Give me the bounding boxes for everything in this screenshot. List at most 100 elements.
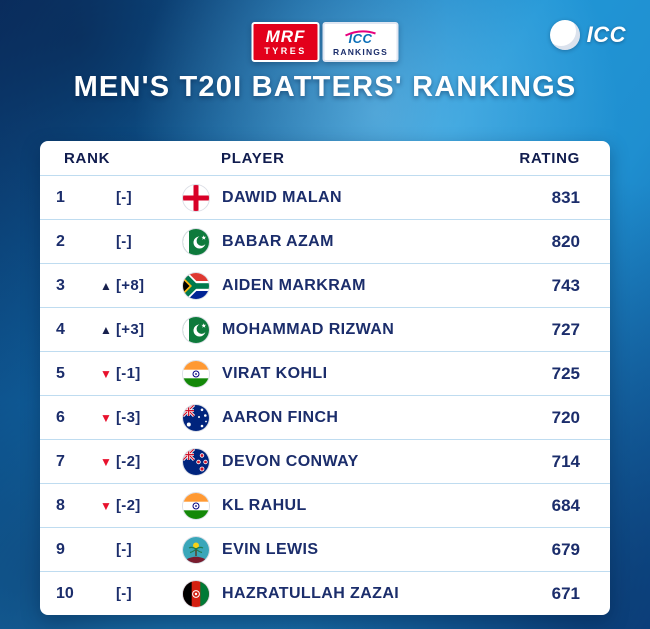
rating-value: 679 [551, 539, 580, 559]
movement-delta: [-] [116, 541, 132, 558]
icc-logo: ICC [549, 20, 626, 50]
movement-delta: [-3] [116, 409, 141, 426]
player-name: AARON FINCH [222, 408, 339, 426]
movement-arrow-icon: ▲ [100, 322, 112, 337]
header-col-rank: RANK [40, 150, 183, 167]
table-row: 9 [-] EVIN LEWIS 679 [40, 527, 610, 571]
rating-value: 743 [551, 275, 580, 295]
player-column-label: PLAYER [221, 149, 285, 167]
rating-cell: 720 [514, 408, 610, 428]
table-row: 3 ▲ [+8] AIDEN MARKRAM 743 [40, 263, 610, 307]
rank-cell: 6 ▼ [-3] [40, 409, 183, 427]
rank-value: 7 [56, 452, 65, 470]
player-cell: AIDEN MARKRAM [183, 272, 514, 299]
movement-delta: [+3] [116, 321, 145, 338]
player-name: HAZRATULLAH ZAZAI [222, 584, 400, 602]
rating-value: 820 [551, 231, 580, 251]
player-cell: EVIN LEWIS [183, 536, 514, 563]
movement-delta: [+8] [116, 277, 145, 294]
icc-logo-text: ICC [586, 22, 626, 47]
icc-ball-icon [549, 20, 580, 50]
movement-arrow-icon: ▲ [100, 278, 112, 293]
rank-value: 2 [56, 232, 65, 250]
rank-value: 9 [56, 540, 65, 558]
rank-cell: 7 ▼ [-2] [40, 453, 183, 471]
icc-rankings-logo: ICC RANKINGS [322, 22, 399, 62]
flag-india-icon [183, 360, 209, 387]
player-cell: KL RAHUL [183, 492, 514, 519]
rank-cell: 9 [-] [40, 541, 183, 559]
rating-value: 725 [551, 363, 580, 383]
table-row: 8 ▼ [-2] KL RAHUL 684 [40, 483, 610, 527]
rating-cell: 727 [514, 320, 610, 340]
player-cell: VIRAT KOHLI [183, 360, 514, 387]
rating-cell: 820 [514, 232, 610, 252]
player-name: DAWID MALAN [222, 188, 342, 206]
rank-value: 10 [56, 584, 74, 602]
mrf-logo-text: MRF [265, 27, 306, 46]
flag-india-icon [183, 492, 209, 519]
mrf-tyres-text: TYRES [264, 46, 307, 56]
rank-value: 1 [56, 188, 65, 206]
rating-cell: 831 [514, 188, 610, 208]
flag-new-zealand-icon [183, 448, 209, 475]
player-name: VIRAT KOHLI [222, 364, 328, 382]
rating-cell: 679 [514, 540, 610, 560]
player-cell: MOHAMMAD RIZWAN [183, 316, 514, 343]
player-name: AIDEN MARKRAM [222, 276, 366, 294]
flag-west-indies-icon [183, 536, 209, 563]
movement-delta: [-] [116, 233, 132, 250]
rank-value: 4 [56, 320, 65, 338]
rank-value: 5 [56, 364, 65, 382]
flag-south-africa-icon [183, 272, 209, 299]
flag-pakistan-icon [183, 228, 209, 255]
table-row: 2 [-] BABAR AZAM 820 [40, 219, 610, 263]
page-title: MEN'S T20I BATTERS' RANKINGS [73, 71, 577, 103]
rating-value: 720 [551, 407, 580, 427]
rank-column-label: RANK [64, 149, 111, 167]
player-cell: DAWID MALAN [183, 184, 514, 211]
rank-cell: 1 [-] [40, 189, 183, 207]
movement-delta: [-] [116, 585, 132, 602]
table-header: RANK PLAYER RATING [40, 141, 610, 176]
mrf-tyres-logo: MRF TYRES [251, 22, 320, 62]
movement-arrow-icon: ▼ [100, 410, 112, 425]
movement-delta: [-2] [116, 497, 141, 514]
flag-england-icon [183, 184, 209, 211]
flag-australia-icon [183, 404, 209, 431]
player-name: KL RAHUL [222, 496, 307, 514]
rating-value: 727 [551, 319, 580, 339]
rankings-table: RANK PLAYER RATING 1 [-] DAWID MALAN 831 [40, 141, 610, 615]
sponsor-badges: MRF TYRES ICC RANKINGS [251, 22, 399, 62]
icc-rankings-word: RANKINGS [333, 46, 388, 57]
table-row: 1 [-] DAWID MALAN 831 [40, 176, 610, 219]
rating-value: 671 [551, 583, 580, 603]
rank-value: 8 [56, 496, 65, 514]
player-name: EVIN LEWIS [222, 540, 319, 558]
player-name: MOHAMMAD RIZWAN [222, 320, 395, 338]
movement-arrow-icon: ▼ [100, 366, 112, 381]
rankings-rows: 1 [-] DAWID MALAN 831 2 [-] BABAR AZAM [40, 176, 610, 615]
rank-cell: 5 ▼ [-1] [40, 365, 183, 383]
player-name: DEVON CONWAY [222, 452, 359, 470]
movement-arrow-icon: ▼ [100, 498, 112, 513]
player-cell: AARON FINCH [183, 404, 514, 431]
rank-cell: 2 [-] [40, 233, 183, 251]
table-row: 10 [-] HAZRATULLAH ZAZAI 671 [40, 571, 610, 615]
rank-cell: 4 ▲ [+3] [40, 321, 183, 339]
movement-delta: [-] [116, 189, 132, 206]
rank-value: 6 [56, 408, 65, 426]
icc-swoosh-icon [345, 30, 376, 37]
table-row: 4 ▲ [+3] MOHAMMAD RIZWAN 727 [40, 307, 610, 351]
table-row: 6 ▼ [-3] AARON FINCH 720 [40, 395, 610, 439]
table-row: 7 ▼ [-2] DEVON CONWAY 714 [40, 439, 610, 483]
player-cell: DEVON CONWAY [183, 448, 514, 475]
movement-arrow-icon: ▼ [100, 454, 112, 469]
rating-column-label: RATING [519, 149, 580, 167]
rank-cell: 3 ▲ [+8] [40, 277, 183, 295]
player-name: BABAR AZAM [222, 232, 334, 250]
rank-value: 3 [56, 276, 65, 294]
rating-value: 831 [551, 187, 580, 207]
rating-value: 714 [551, 451, 580, 471]
